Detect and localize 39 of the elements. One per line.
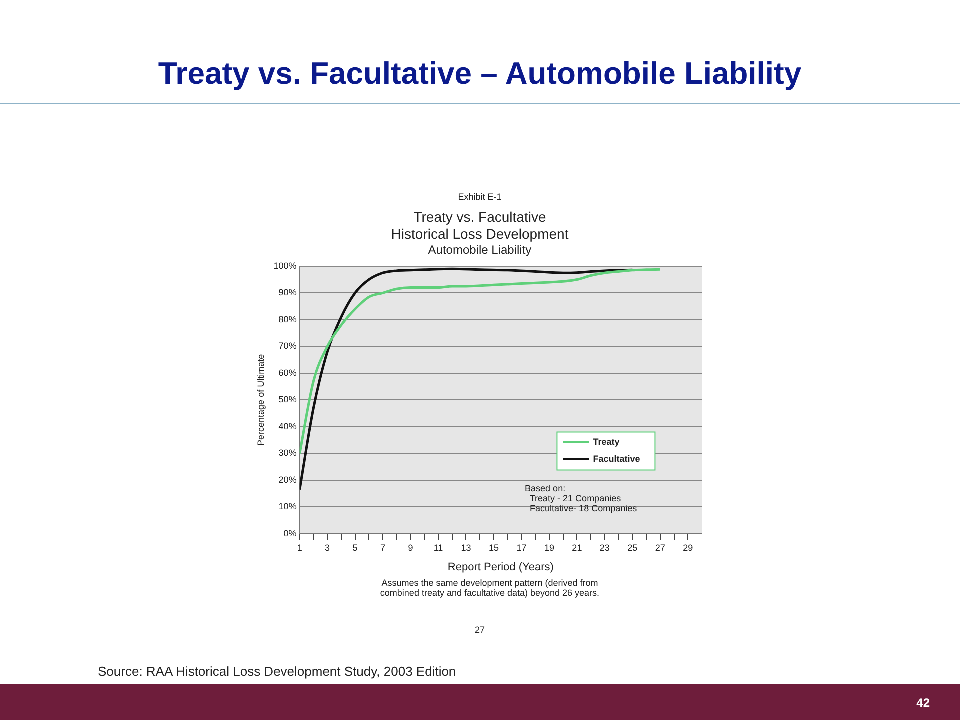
x-tick-label: 1 xyxy=(297,542,302,553)
y-tick-label: 90% xyxy=(278,288,297,298)
y-tick-label: 20% xyxy=(278,474,297,485)
x-tick-label: 29 xyxy=(683,542,694,553)
legend-label: Treaty xyxy=(593,436,620,447)
x-tick-label: 21 xyxy=(572,542,582,553)
y-tick-label: 30% xyxy=(278,448,297,458)
x-tick-label: 3 xyxy=(325,542,330,553)
x-tick-label: 11 xyxy=(434,542,444,553)
text: Exhibit E-1 xyxy=(457,192,503,202)
x-tick-label: 27 xyxy=(655,542,666,553)
text: 27 xyxy=(474,625,486,635)
x-tick-label: 25 xyxy=(628,542,638,553)
text: Assumes the same development pattern (derived from combined treaty and facultative data) beyond 26 years. xyxy=(379,578,601,598)
chart-title: Treaty vs. Facultative – Automobile Liability xyxy=(157,56,803,92)
y-tick-label: 70% xyxy=(278,341,297,352)
chart-subtitle: Treaty vs. Facultative Historical Loss Development Automobile Liability xyxy=(390,209,570,258)
x-tick-label: 9 xyxy=(408,542,414,553)
x-tick-label: 17 xyxy=(516,542,527,553)
annotation: Based on: Treaty - 21 Companies Facultative- 18 Companies xyxy=(525,483,638,514)
y-tick-label: 0% xyxy=(284,528,297,538)
y-axis-title: Percentage of Ultimate xyxy=(256,354,266,446)
x-tick-label: 13 xyxy=(461,542,472,553)
x-axis-title: Report Period (Years) xyxy=(448,561,554,574)
y-tick-label: 50% xyxy=(278,394,297,405)
source-note: Source: RAA Historical Loss Development Study, 2003 Edition xyxy=(98,664,456,679)
x-tick-label: 19 xyxy=(544,542,554,553)
x-tick-label: 5 xyxy=(352,542,358,553)
x-tick-label: 23 xyxy=(600,542,610,553)
y-tick-label: 100% xyxy=(274,260,297,271)
y-tick-label: 60% xyxy=(278,368,297,378)
y-tick-label: 10% xyxy=(278,502,297,512)
text: 42 xyxy=(916,696,930,710)
y-tick-label: 40% xyxy=(278,421,297,432)
line-series xyxy=(300,268,662,455)
x-tick-label: 7 xyxy=(380,542,386,553)
legend-label: Facultative xyxy=(593,454,640,464)
y-tick-label: 80% xyxy=(278,314,297,324)
x-tick-label: 15 xyxy=(488,542,499,553)
